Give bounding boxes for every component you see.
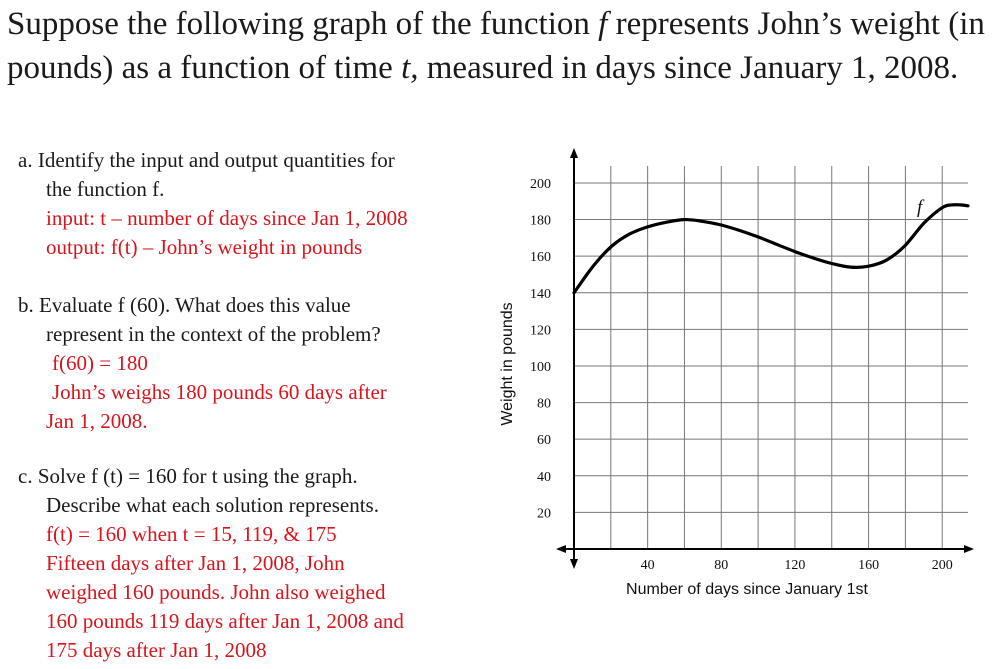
x-axis-arrow-left — [556, 545, 566, 553]
answer-b-line1: John’s weighs 180 pounds 60 days after — [52, 380, 387, 404]
question-b-prompt-line2: represent in the context of the problem? — [46, 322, 381, 346]
answer-b-line2: Jan 1, 2008. — [46, 409, 148, 433]
y-tick-label: 100 — [530, 360, 551, 375]
answer-c-line2: weighed 160 pounds. John also weighed — [46, 580, 386, 604]
x-tick-label: 200 — [932, 558, 953, 573]
y-axis-label: Weight in pounds — [499, 302, 516, 425]
curve-label-f: f — [917, 197, 925, 218]
y-tick-label: 140 — [530, 287, 551, 302]
answer-c-line1: Fifteen days after Jan 1, 2008, John — [46, 551, 345, 575]
question-a-prompt-line1: a. Identify the input and output quantit… — [18, 148, 395, 172]
question-a-prompt-line2: the function f. — [46, 177, 165, 201]
y-axis-arrow-up — [570, 148, 578, 158]
answer-b-value: f(60) = 180 — [52, 351, 148, 375]
question-c-prompt-line1: c. Solve f (t) = 160 for t using the gra… — [18, 464, 358, 488]
weight-curve — [572, 203, 970, 295]
x-tick-label: 160 — [858, 558, 879, 573]
question-a: a. Identify the input and output quantit… — [18, 146, 493, 262]
graph-axes — [556, 148, 974, 569]
answer-c-value: f(t) = 160 when t = 15, 119, & 175 — [46, 522, 337, 546]
y-tick-label: 180 — [530, 214, 551, 229]
answer-a-input: input: t – number of days since Jan 1, 2… — [46, 206, 408, 230]
answer-c-line4: 175 days after Jan 1, 2008 — [46, 638, 267, 662]
answer-a-output: output: f(t) – John’s weight in pounds — [46, 235, 363, 259]
y-tick-label: 40 — [537, 470, 551, 485]
y-tick-label: 120 — [530, 323, 551, 338]
x-tick-label: 80 — [714, 558, 728, 573]
question-b: b. Evaluate f (60). What does this value… — [18, 291, 493, 436]
y-tick-label: 80 — [537, 397, 551, 412]
y-axis-arrow-down — [570, 559, 578, 569]
x-axis-arrow-right — [964, 545, 974, 553]
x-tick-label: 120 — [784, 558, 805, 573]
x-axis-label: Number of days since January 1st — [626, 581, 868, 598]
y-tick-label: 160 — [530, 250, 551, 265]
y-tick-label: 20 — [537, 506, 551, 521]
problem-statement: Suppose the following graph of the funct… — [7, 6, 985, 86]
graph-grid — [574, 166, 968, 549]
y-tick-label: 200 — [530, 177, 551, 192]
answer-c-line3: 160 pounds 119 days after Jan 1, 2008 an… — [46, 609, 404, 633]
graph-curve — [572, 203, 970, 295]
question-c: c. Solve f (t) = 160 for t using the gra… — [18, 462, 493, 665]
question-c-prompt-line2: Describe what each solution represents. — [46, 493, 379, 517]
graph-tick-labels: 20 40 60 80 100 120 140 160 180 200 40 80 120 160 200 — [530, 177, 953, 573]
y-tick-label: 60 — [537, 433, 551, 448]
question-b-prompt-line1: b. Evaluate f (60). What does this value — [18, 293, 351, 317]
variable-t: t, — [401, 50, 419, 86]
x-tick-label: 40 — [641, 558, 655, 573]
function-name: f — [598, 6, 608, 42]
